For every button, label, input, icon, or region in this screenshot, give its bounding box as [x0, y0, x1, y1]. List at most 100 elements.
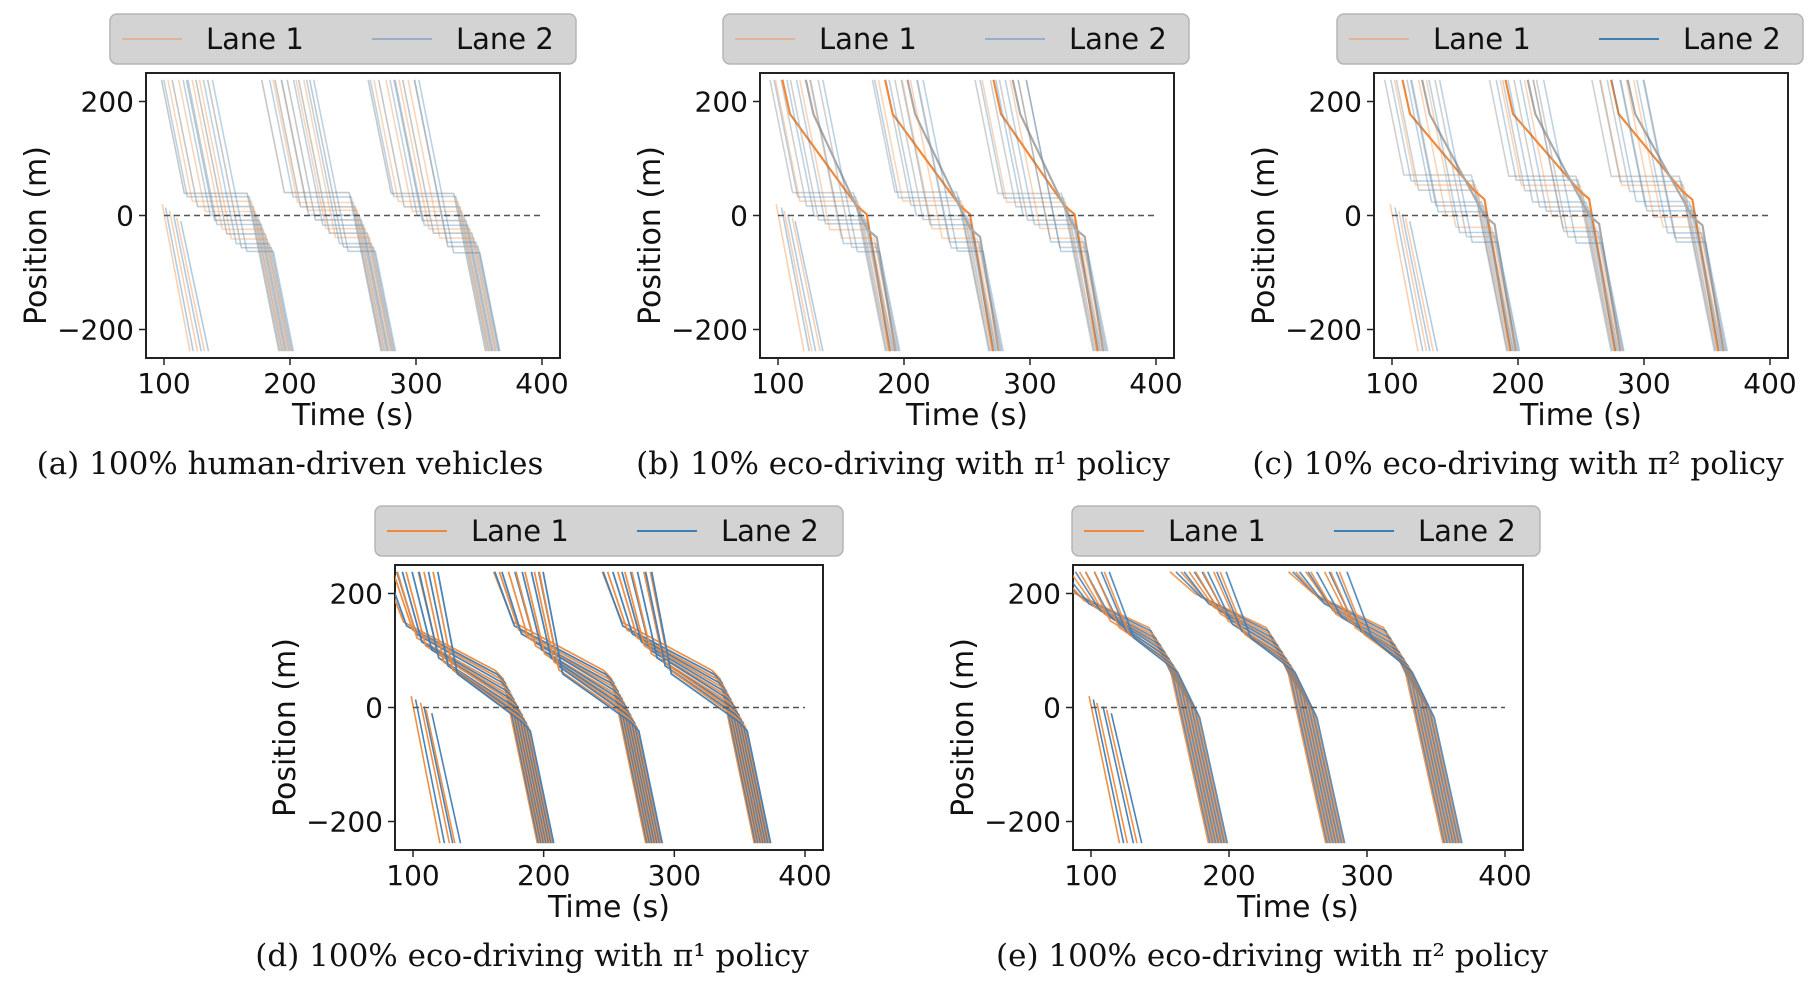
- trajectory-line: [180, 221, 210, 352]
- y-tick-label: 200: [330, 578, 383, 611]
- y-tick-label: −200: [306, 806, 383, 839]
- trajectory-line: [395, 590, 540, 844]
- trajectory-line: [431, 713, 462, 844]
- trajectory-line: [396, 571, 544, 844]
- trajectory-line: [427, 571, 553, 844]
- trajectory-line: [1488, 79, 1612, 352]
- trajectory-line: [423, 706, 454, 844]
- trajectory-line: [542, 571, 664, 844]
- x-tick-label: 300: [1003, 367, 1056, 400]
- trajectory-line: [1532, 79, 1623, 352]
- y-axis-label: Position (m): [946, 638, 981, 817]
- subplot-caption: (a) 100% human-driven vehicles: [37, 446, 544, 482]
- x-tick-label: 100: [1064, 859, 1117, 892]
- subplot-caption: (b) 10% eco-driving with π¹ policy: [636, 446, 1170, 482]
- trajectory-line: [922, 79, 1004, 352]
- trajectory-line: [202, 79, 292, 352]
- trajectory-line: [1504, 79, 1617, 352]
- trajectory-line: [644, 571, 769, 844]
- x-axis-label: Time (s): [905, 398, 1028, 433]
- trajectory-line: [1105, 709, 1138, 844]
- x-tick-label: 400: [1478, 859, 1531, 892]
- trajectory-line: [1404, 217, 1434, 352]
- trajectory-line: [775, 203, 805, 352]
- y-tick-label: 0: [116, 200, 134, 233]
- trajectory-line: [1102, 706, 1135, 844]
- y-tick-label: 200: [695, 86, 748, 119]
- trajectory-line: [369, 79, 488, 352]
- trajectory-line: [1017, 79, 1106, 352]
- x-tick-label: 300: [1340, 859, 1393, 892]
- trajectory-line: [413, 79, 500, 352]
- trajectory-line: [373, 79, 489, 352]
- trajectory-line: [432, 571, 554, 844]
- x-tick-label: 200: [1202, 859, 1255, 892]
- trajectory-line: [799, 79, 895, 352]
- legend-label: Lane 1: [471, 514, 569, 548]
- x-tick-label: 100: [386, 859, 439, 892]
- x-tick-label: 200: [877, 367, 930, 400]
- trajectory-line: [272, 79, 384, 352]
- trajectory-line: [308, 79, 396, 352]
- trajectory-line: [1110, 713, 1143, 844]
- trajectory-line: [817, 79, 900, 352]
- trajectory-line: [260, 79, 382, 352]
- y-tick-label: 0: [730, 200, 748, 233]
- trajectory-line: [206, 79, 293, 352]
- legend: Lane 1 Lane 2: [109, 13, 577, 65]
- trajectory-line: [636, 571, 767, 844]
- legend: Lane 1 Lane 2: [374, 505, 844, 557]
- y-tick-label: 200: [1008, 578, 1061, 611]
- trajectory-line: [1542, 79, 1625, 352]
- trajectory-line: [1108, 571, 1229, 844]
- x-tick-label: 300: [1617, 367, 1670, 400]
- trajectory-line: [900, 79, 998, 352]
- subplot-caption: (c) 10% eco-driving with π² policy: [1252, 446, 1784, 482]
- trajectory-line: [521, 571, 656, 844]
- x-tick-label: 300: [389, 367, 442, 400]
- legend-label: Lane 2: [721, 514, 819, 548]
- trajectory-group: [160, 79, 501, 352]
- trajectory-line: [602, 571, 757, 844]
- trajectory-line: [1025, 79, 1108, 352]
- trajectory-line: [297, 79, 392, 352]
- trajectory-line: [995, 79, 1100, 352]
- legend-label: Lane 1: [1168, 514, 1266, 548]
- y-tick-label: −200: [984, 806, 1061, 839]
- trajectory-line: [1642, 79, 1727, 352]
- trajectory-line: [195, 79, 290, 352]
- trajectory-line: [198, 79, 291, 352]
- legend-label: Lane 2: [1683, 22, 1781, 56]
- trajectory-line: [414, 699, 446, 844]
- trajectory-line: [185, 79, 287, 352]
- legend-label: Lane 2: [456, 22, 554, 56]
- trajectory-line: [621, 571, 762, 844]
- trajectory-line: [1025, 79, 1109, 352]
- trajectory-line: [780, 207, 810, 352]
- trajectory-line: [395, 574, 541, 844]
- trajectory-line: [901, 79, 999, 352]
- trajectory-line: [1507, 79, 1617, 352]
- trajectory-line: [167, 79, 283, 352]
- legend-label: Lane 1: [1433, 22, 1531, 56]
- trajectory-line: [1092, 699, 1125, 844]
- legend: Lane 1 Lane 2: [1071, 505, 1541, 557]
- trajectory-line: [1519, 79, 1619, 352]
- trajectory-line: [877, 79, 992, 352]
- trajectory-line: [211, 79, 295, 352]
- legend-label: Lane 1: [819, 22, 917, 56]
- trajectory-line: [171, 79, 284, 352]
- trajectory-line: [1499, 79, 1615, 352]
- trajectory-line: [606, 571, 758, 844]
- trajectory-line: [1501, 79, 1616, 352]
- trajectory-line: [1591, 79, 1716, 352]
- trajectory-line: [498, 571, 650, 844]
- trajectory-line: [616, 571, 761, 844]
- trajectory-line: [974, 79, 1094, 352]
- trajectory-line: [822, 79, 901, 352]
- trajectory-line: [191, 79, 289, 352]
- trajectory-line: [1398, 210, 1428, 352]
- x-tick-label: 200: [517, 859, 570, 892]
- trajectory-line: [1393, 79, 1510, 352]
